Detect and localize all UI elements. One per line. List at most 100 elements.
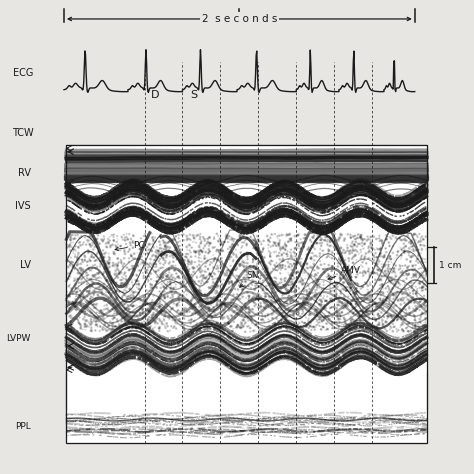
- Point: [367, 239, 374, 246]
- Point: [110, 237, 118, 245]
- Point: [312, 321, 320, 329]
- Point: [170, 236, 177, 243]
- Point: [138, 322, 146, 330]
- Point: [332, 308, 340, 316]
- Point: [294, 269, 301, 276]
- Point: [325, 246, 332, 253]
- Point: [180, 325, 188, 333]
- Point: [167, 179, 174, 186]
- Point: [212, 247, 220, 255]
- Point: [108, 184, 116, 192]
- Point: [250, 193, 257, 201]
- Point: [318, 271, 326, 279]
- Point: [189, 189, 197, 197]
- Point: [415, 280, 423, 288]
- Point: [382, 176, 389, 183]
- Point: [209, 179, 216, 187]
- Point: [101, 321, 109, 329]
- Point: [96, 184, 104, 192]
- Point: [206, 240, 213, 248]
- Point: [213, 300, 221, 308]
- Point: [273, 262, 281, 270]
- Point: [135, 325, 143, 333]
- Point: [136, 303, 144, 310]
- Point: [257, 180, 265, 188]
- Point: [242, 183, 250, 191]
- Point: [382, 318, 389, 325]
- Point: [374, 186, 382, 193]
- Point: [366, 247, 374, 255]
- Point: [347, 181, 355, 188]
- Point: [83, 186, 91, 193]
- Point: [410, 247, 418, 255]
- Point: [140, 190, 148, 197]
- Point: [305, 273, 313, 281]
- Point: [85, 233, 92, 241]
- Point: [104, 260, 112, 267]
- Point: [349, 233, 357, 240]
- Point: [129, 302, 137, 310]
- Point: [390, 181, 398, 189]
- Point: [317, 243, 325, 251]
- Point: [188, 315, 195, 323]
- Point: [199, 188, 206, 196]
- Point: [216, 179, 223, 187]
- Point: [133, 183, 140, 191]
- Point: [131, 255, 139, 262]
- Point: [143, 187, 150, 194]
- Point: [173, 180, 181, 188]
- Point: [105, 294, 112, 302]
- Point: [158, 248, 166, 256]
- Point: [350, 309, 357, 316]
- Point: [233, 264, 241, 272]
- Point: [346, 325, 354, 333]
- Point: [263, 271, 270, 279]
- Point: [142, 327, 149, 334]
- Point: [108, 231, 116, 239]
- Point: [66, 281, 73, 289]
- Point: [72, 285, 79, 293]
- Point: [147, 190, 155, 197]
- Point: [132, 176, 139, 183]
- Point: [401, 191, 409, 199]
- Point: [118, 314, 126, 322]
- Point: [191, 185, 199, 192]
- Point: [408, 191, 416, 198]
- Point: [163, 273, 170, 280]
- Point: [165, 186, 173, 193]
- Point: [137, 245, 145, 253]
- Point: [417, 241, 424, 249]
- Point: [128, 294, 136, 301]
- Point: [79, 184, 86, 192]
- Point: [216, 189, 223, 196]
- Point: [275, 243, 283, 251]
- Point: [409, 320, 417, 328]
- Point: [176, 292, 183, 300]
- Point: [178, 180, 186, 188]
- Point: [208, 298, 215, 306]
- Point: [212, 180, 220, 188]
- Point: [80, 185, 88, 192]
- Point: [168, 289, 175, 296]
- Point: [124, 293, 132, 301]
- Point: [310, 190, 318, 197]
- Point: [329, 184, 337, 191]
- Point: [402, 324, 410, 332]
- Point: [328, 263, 336, 270]
- Point: [202, 259, 210, 267]
- Point: [203, 255, 210, 262]
- Point: [129, 232, 137, 239]
- Point: [170, 181, 177, 188]
- Point: [237, 244, 245, 252]
- Point: [387, 313, 394, 320]
- Point: [236, 282, 243, 290]
- Point: [410, 242, 417, 249]
- Point: [106, 283, 114, 291]
- Point: [353, 298, 361, 306]
- Point: [119, 297, 127, 304]
- Point: [230, 308, 238, 315]
- Point: [153, 268, 160, 275]
- Point: [281, 281, 289, 288]
- Point: [196, 174, 203, 182]
- Point: [280, 308, 287, 316]
